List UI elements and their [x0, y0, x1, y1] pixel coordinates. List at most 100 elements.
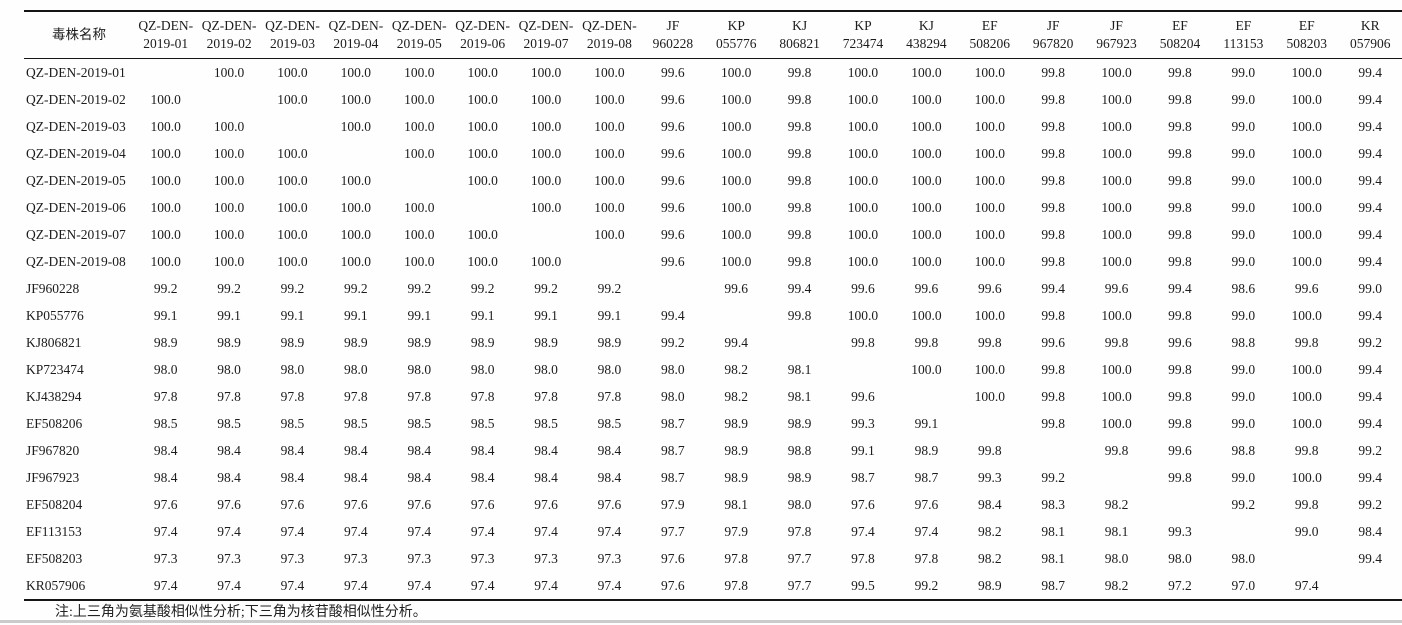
column-header-line1: QZ-DEN-: [201, 17, 257, 33]
similarity-cell: 100.0: [340, 118, 372, 134]
table-row: QZ-DEN-2019-07 100.0 100.0 100.0 100.0 100.0 1…: [24, 221, 1402, 248]
similarity-cell: 100.0: [594, 199, 625, 215]
similarity-cell: 100.0: [974, 64, 1005, 80]
similarity-cell: 99.8: [1294, 442, 1319, 458]
similarity-cell: 99.4: [1358, 253, 1383, 269]
similarity-cell: 99.8: [1041, 91, 1065, 107]
similarity-cell: 98.9: [787, 469, 812, 485]
similarity-cell: 100.0: [277, 253, 308, 269]
similarity-cell: 99.2: [344, 280, 368, 296]
similarity-cell: 100.0: [847, 226, 879, 242]
similarity-cell: 99.8: [1104, 334, 1129, 350]
similarity-cell: 100.0: [911, 307, 942, 323]
similarity-cell: 97.3: [280, 550, 305, 566]
similarity-cell: 100.0: [213, 118, 245, 134]
column-header-line2: 055776: [715, 36, 757, 51]
similarity-cell: 98.4: [534, 442, 558, 458]
similarity-cell: 100.0: [530, 253, 562, 269]
similarity-cell: 99.0: [1231, 469, 1256, 485]
column-header: QZ-DEN- 2019-06: [450, 10, 515, 59]
similarity-cell: 97.4: [260, 572, 325, 601]
similarity-cell: 98.4: [217, 442, 241, 458]
similarity-cell: 99.2: [153, 280, 178, 296]
similarity-cell: 99.0: [1231, 388, 1256, 404]
similarity-cell: 99.8: [1168, 145, 1192, 161]
similarity-cell: 100.0: [594, 91, 625, 107]
column-header: EF 508206: [958, 10, 1022, 59]
similarity-cell: 99.8: [1041, 253, 1065, 269]
similarity-cell: 100.0: [150, 118, 181, 134]
similarity-cell: 100.0: [974, 118, 1005, 134]
page-bottom-divider: [0, 620, 1402, 623]
similarity-cell: 98.1: [1041, 523, 1065, 539]
similarity-cell: 100.0: [1291, 388, 1322, 404]
similarity-cell: 98.8: [1231, 442, 1256, 458]
similarity-cell: 98.9: [914, 442, 939, 458]
similarity-cell: 100.0: [911, 361, 942, 377]
similarity-cell: 99.3: [977, 469, 1002, 485]
row-label: QZ-DEN-2019-01: [26, 64, 126, 80]
similarity-cell: 99.4: [1358, 415, 1383, 431]
similarity-cell: 99.4: [1358, 388, 1383, 404]
similarity-cell: 97.4: [851, 523, 875, 539]
similarity-cell: 100.0: [150, 199, 181, 215]
row-label: KJ438294: [26, 388, 82, 404]
similarity-cell: 100.0: [1101, 64, 1132, 80]
similarity-cell: 98.4: [597, 442, 622, 458]
row-label: QZ-DEN-2019-02: [26, 91, 126, 107]
similarity-cell: 98.4: [534, 469, 558, 485]
similarity-cell: 98.0: [534, 361, 558, 377]
table-row: JF960228 99.2 99.2 99.2 99.2 99.2 99.2 99.2 99.2…: [24, 275, 1402, 302]
similarity-cell: [514, 221, 577, 248]
similarity-cell: 98.6: [1231, 280, 1256, 296]
similarity-cell: 99.0: [1231, 145, 1256, 161]
similarity-cell: 97.4: [280, 523, 305, 539]
similarity-cell: 99.0: [1231, 307, 1256, 323]
table-row: EF113153 97.4 97.4 97.4 97.4 97.4 97.4 97.4 97.4…: [24, 518, 1402, 545]
similarity-cell: 100.0: [974, 226, 1005, 242]
column-header-line2: 723474: [842, 36, 884, 51]
similarity-cell: 100.0: [594, 64, 625, 80]
similarity-cell: [197, 86, 260, 113]
similarity-cell: 100.0: [594, 118, 625, 134]
similarity-cell: 99.6: [661, 253, 685, 269]
similarity-cell: 98.2: [977, 523, 1002, 539]
similarity-cell: 100.0: [974, 145, 1005, 161]
similarity-cell: 97.8: [597, 388, 622, 404]
similarity-cell: 98.4: [153, 442, 178, 458]
similarity-cell: 100.0: [530, 145, 562, 161]
similarity-cell: 100.0: [467, 172, 498, 188]
row-label: JF967923: [26, 469, 80, 485]
column-header-line2: 508204: [1159, 36, 1201, 51]
similarity-cell: 97.6: [217, 496, 241, 512]
similarity-cell: 99.8: [1104, 442, 1129, 458]
similarity-cell: 99.8: [1041, 145, 1065, 161]
similarity-cell: 99.8: [977, 442, 1002, 458]
similarity-cell: 100.0: [340, 199, 372, 215]
column-header-line1: QZ-DEN-: [391, 17, 447, 33]
similarity-cell: 100.0: [974, 172, 1005, 188]
similarity-cell: 100.0: [530, 172, 562, 188]
similarity-cell: 97.8: [280, 388, 305, 404]
table-row: KR057906 97.4 97.4 97.4 97.4 97.4 97.4 97.4 97.4…: [24, 572, 1402, 601]
similarity-cell: 100.0: [340, 172, 372, 188]
similarity-cell: 97.4: [407, 523, 432, 539]
column-header-line1: EF: [1235, 17, 1252, 33]
similarity-cell: 100.0: [213, 172, 245, 188]
row-label: JF960228: [26, 280, 80, 296]
table-footnote: 注:上三角为氨基酸相似性分析;下三角为核苷酸相似性分析。: [55, 605, 427, 620]
similarity-cell: 99.8: [1168, 91, 1192, 107]
similarity-cell: 100.0: [530, 118, 562, 134]
similarity-cell: 99.8: [1294, 496, 1319, 512]
similarity-cell: 100.0: [467, 226, 498, 242]
similarity-cell: 98.7: [914, 469, 939, 485]
similarity-cell: 99.6: [724, 280, 749, 296]
similarity-cell: 97.7: [661, 523, 685, 539]
table-row: QZ-DEN-2019-04 100.0 100.0 100.0 100.0 100.0 1…: [24, 140, 1402, 167]
column-header-line1: KJ: [918, 17, 934, 33]
similarity-cell: 99.4: [1358, 199, 1383, 215]
row-label: QZ-DEN-2019-04: [26, 145, 126, 161]
similarity-cell: 100.0: [1101, 253, 1132, 269]
similarity-cell: 100.0: [467, 253, 498, 269]
column-header: QZ-DEN- 2019-04: [324, 10, 388, 59]
